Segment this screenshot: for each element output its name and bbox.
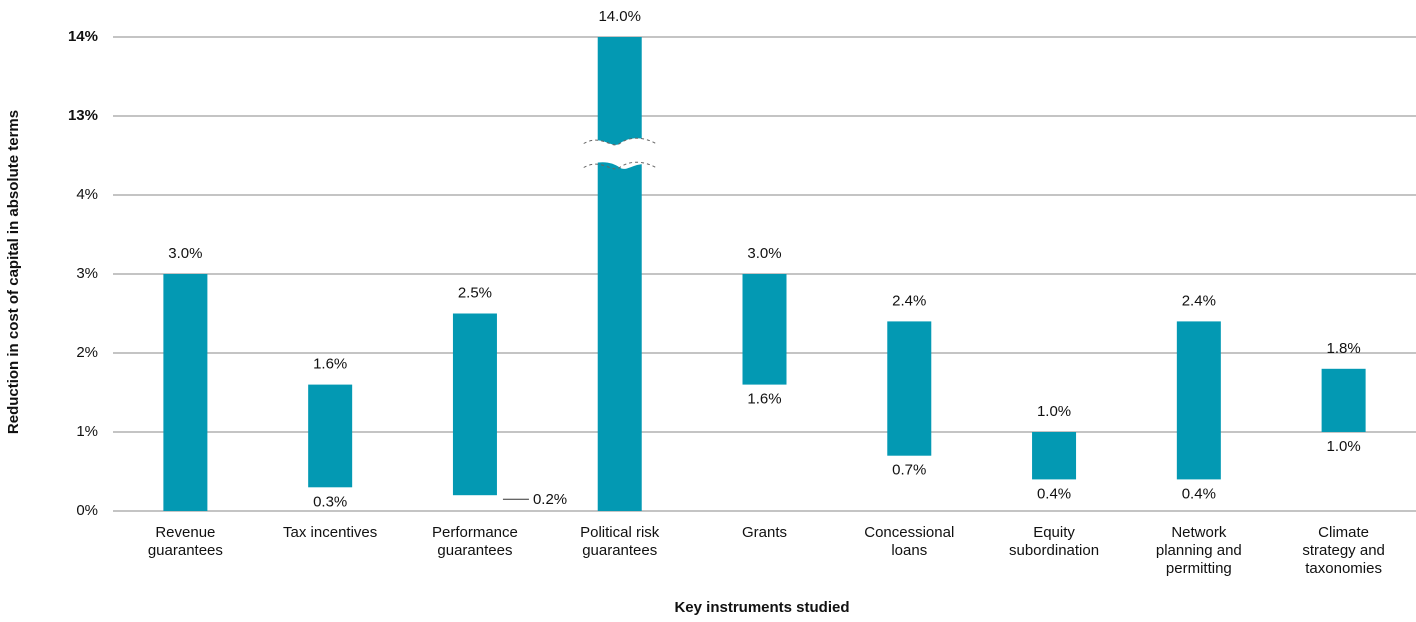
x-axis-title: Key instruments studied [674, 599, 849, 616]
value-label: 3.0% [168, 245, 202, 262]
y-axis-title: Reduction in cost of capital in absolute… [5, 110, 22, 434]
x-tick-label: Climate strategy and taxonomies [1302, 524, 1385, 577]
value-label: 0.4% [1037, 485, 1071, 502]
axis-break [583, 138, 656, 169]
y-tick-label: 13% [68, 107, 98, 124]
value-label: 2.5% [458, 284, 492, 301]
x-tick-label: Revenue guarantees [147, 524, 223, 559]
x-tick-label: Tax incentives [283, 524, 378, 541]
value-label: 1.8% [1327, 340, 1361, 357]
value-label: 1.6% [747, 391, 781, 408]
axis-break-line [583, 137, 656, 146]
value-label: 1.0% [1037, 403, 1071, 420]
y-tick-label: 3% [76, 265, 98, 282]
y-tick-label: 14% [68, 28, 98, 45]
y-tick-label: 1% [76, 423, 98, 440]
value-label: 0.2% [533, 491, 567, 508]
bar [887, 321, 932, 456]
value-label: 1.0% [1327, 438, 1361, 455]
x-tick-label: Network planning and permitting [1155, 524, 1242, 577]
bar [1032, 432, 1077, 480]
y-tick-label: 2% [76, 344, 98, 361]
x-tick-label: Equity subordination [1009, 524, 1100, 559]
value-label: 0.4% [1182, 485, 1216, 502]
bar [1321, 368, 1366, 432]
bar [308, 384, 353, 488]
bar [742, 274, 787, 385]
value-label: 14.0% [598, 8, 641, 25]
value-label: 0.3% [313, 493, 347, 510]
x-tick-label: Political risk guarantees [580, 524, 660, 559]
value-label: 2.4% [892, 292, 926, 309]
bar [1176, 321, 1221, 480]
x-tick-label: Grants [741, 524, 787, 541]
value-label: 1.6% [313, 356, 347, 373]
x-tick-label: Concessional loans [864, 524, 955, 559]
y-tick-label: 4% [76, 186, 98, 203]
value-label: 2.4% [1182, 292, 1216, 309]
value-label: 3.0% [747, 245, 781, 262]
axis-break-line [583, 161, 656, 170]
bar [163, 274, 208, 511]
bar [452, 313, 497, 496]
value-label: 0.7% [892, 462, 926, 479]
y-tick-label: 0% [76, 502, 98, 519]
bar [597, 37, 642, 511]
x-tick-label: Performance guarantees [432, 524, 518, 559]
